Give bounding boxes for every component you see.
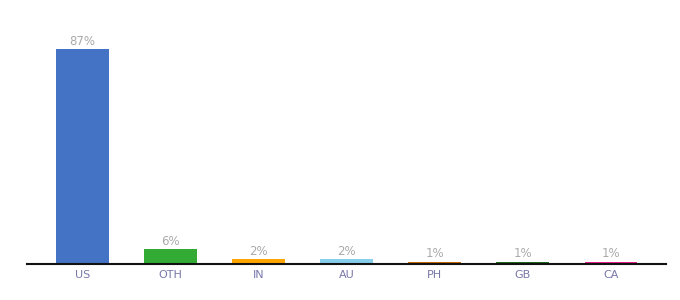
Bar	[233, 259, 285, 264]
Bar	[585, 262, 637, 264]
Bar	[56, 49, 109, 264]
Text: 1%: 1%	[602, 247, 620, 260]
Text: 1%: 1%	[513, 247, 532, 260]
Bar	[496, 262, 549, 264]
Text: 6%: 6%	[161, 235, 180, 248]
Bar	[320, 259, 373, 264]
Text: 2%: 2%	[337, 245, 356, 258]
Bar	[144, 249, 197, 264]
Bar	[409, 262, 461, 264]
Text: 2%: 2%	[250, 245, 268, 258]
Text: 87%: 87%	[69, 34, 96, 47]
Text: 1%: 1%	[426, 247, 444, 260]
